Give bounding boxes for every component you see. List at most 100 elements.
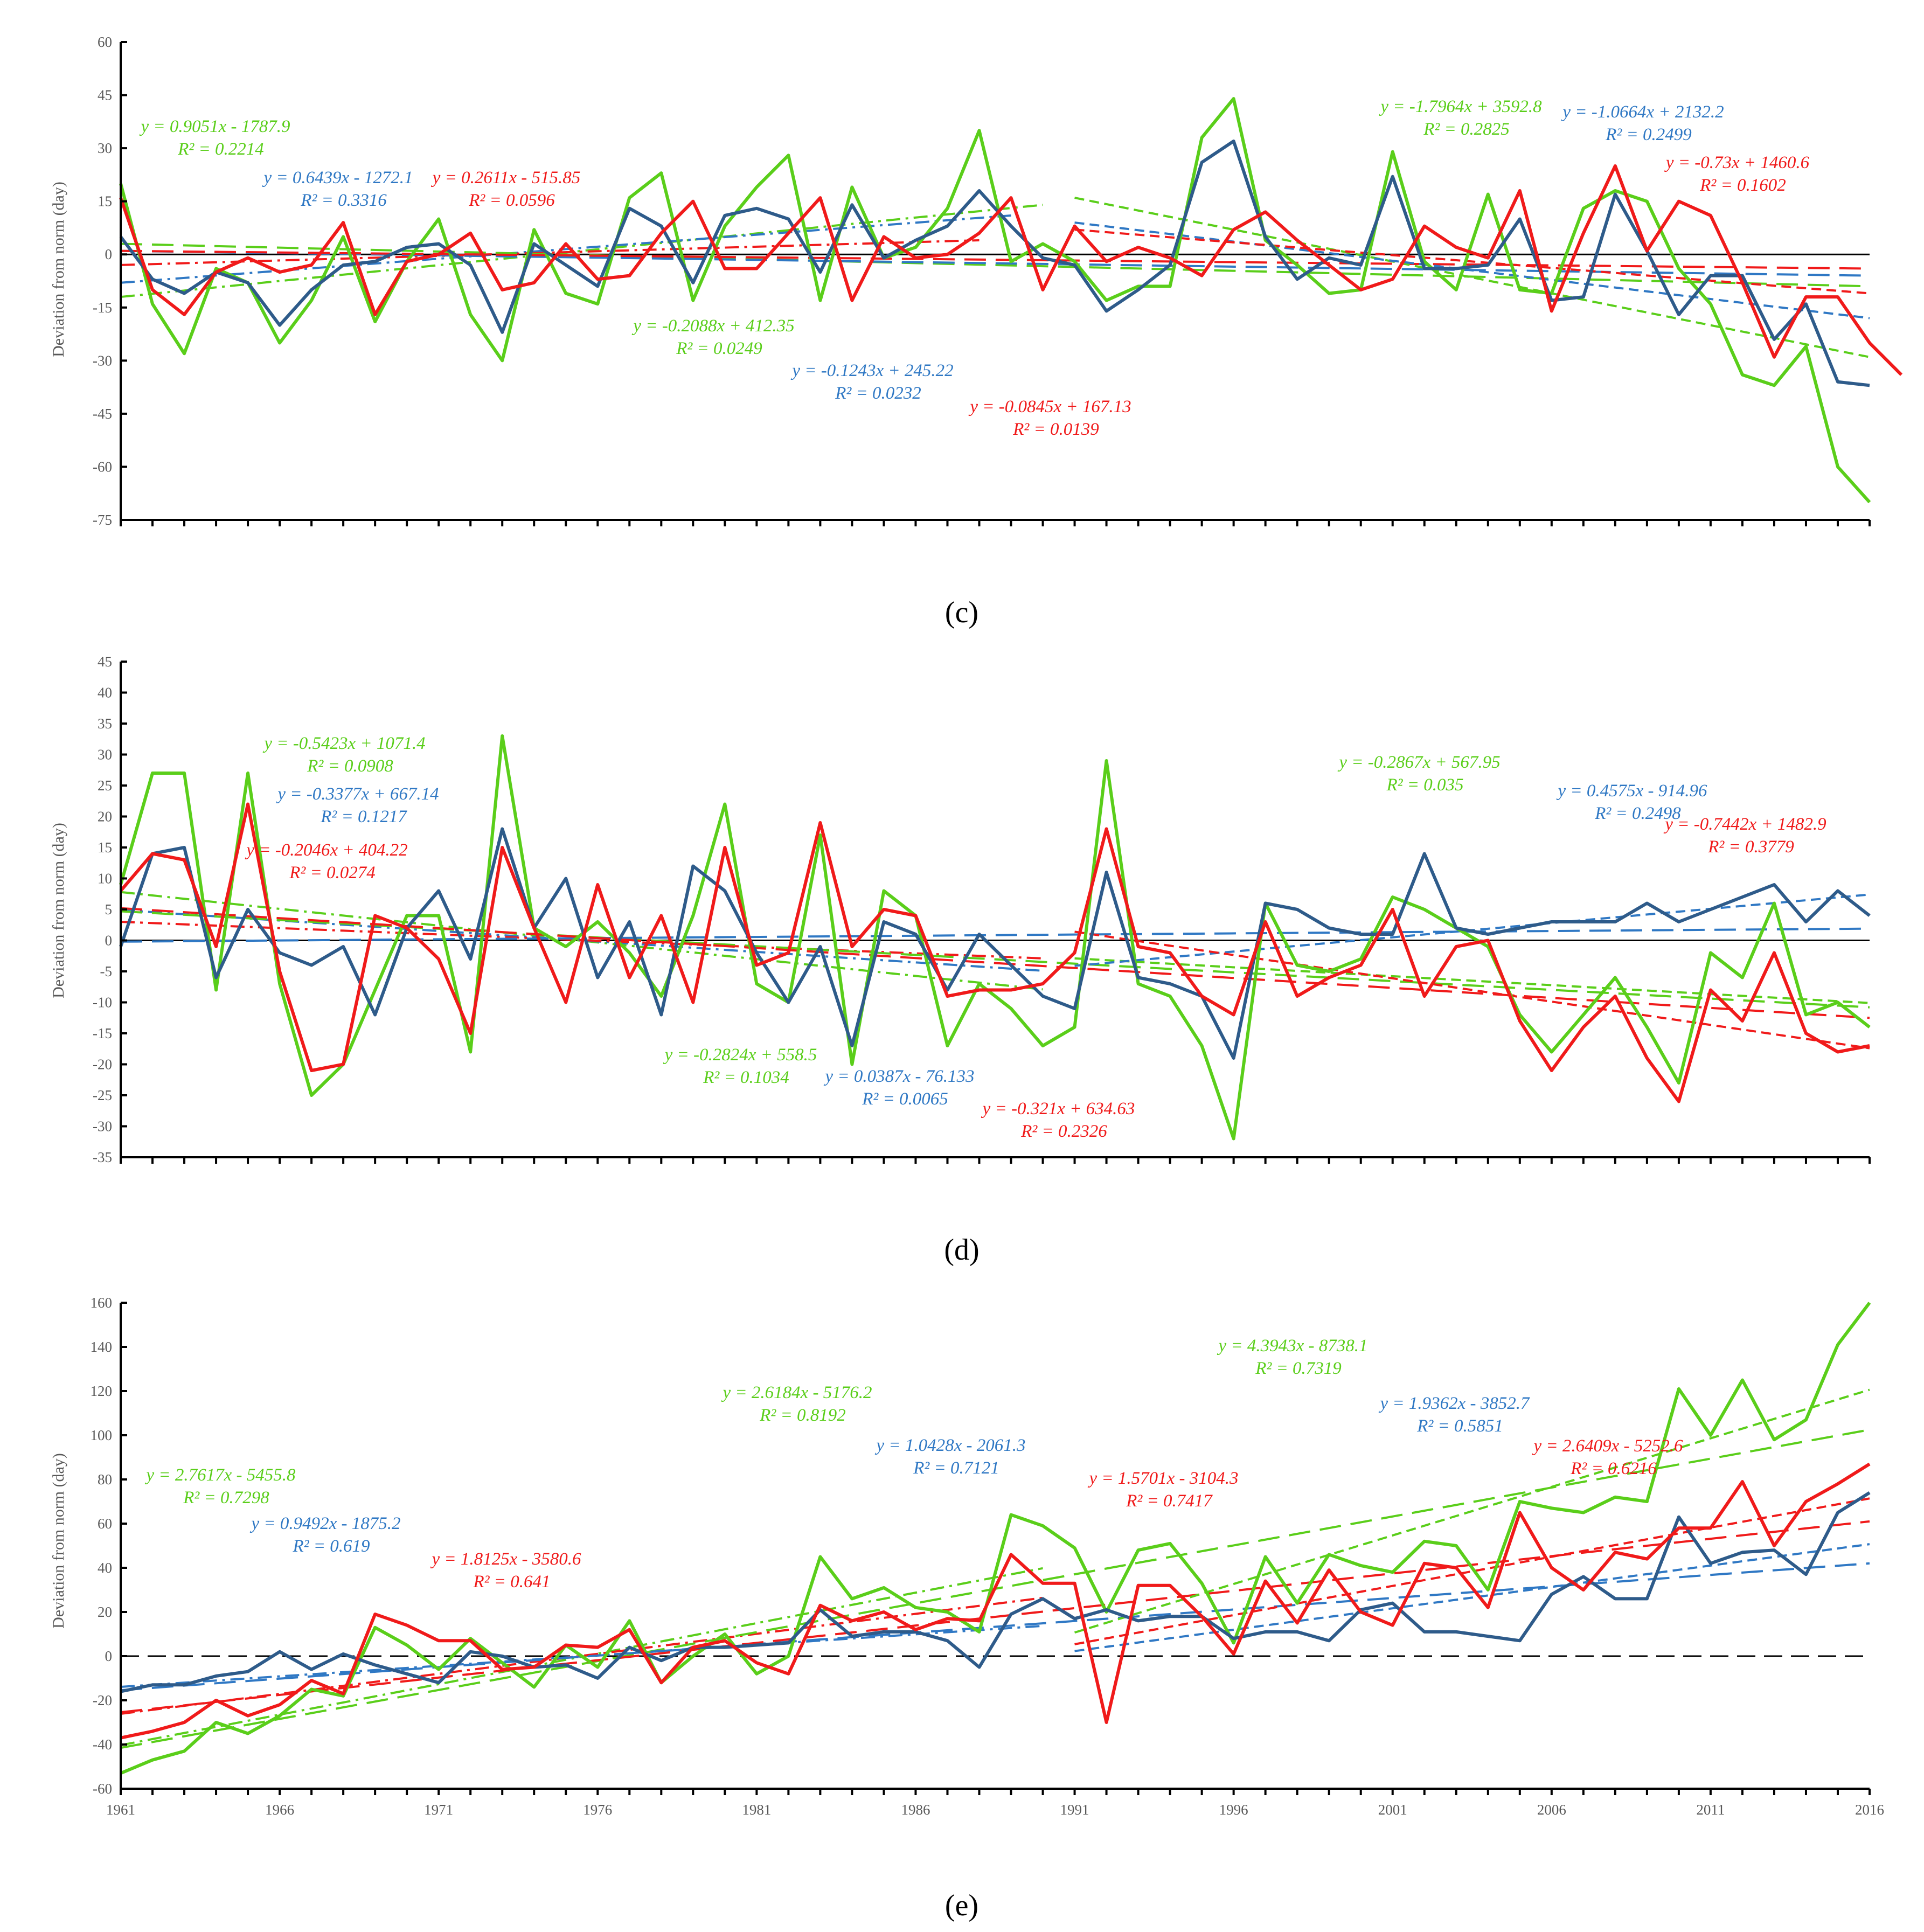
trend-r2-label: R² = 0.2498	[1594, 804, 1681, 823]
trend-r2-label: R² = 0.0249	[676, 339, 762, 358]
trend-line-red-longdash	[120, 249, 1870, 270]
trend-r2-label: R² = 0.2825	[1423, 120, 1510, 139]
caption-d: (d)	[944, 1233, 979, 1267]
trend-equation-label: y = -0.2824x + 558.5	[663, 1045, 817, 1065]
trend-equation-label: y = 2.7617x - 5455.8	[144, 1465, 296, 1485]
series-layer	[120, 1302, 1871, 1775]
trend-equation-label: y = 0.6439x - 1272.1	[262, 168, 413, 187]
trend-r2-label: R² = 0.0139	[1012, 420, 1099, 439]
series-layer	[119, 734, 1871, 1141]
axis-layer	[120, 661, 1871, 1164]
y-axis-title: Deviation from norm (day)	[50, 1453, 67, 1629]
caption-c: (c)	[945, 596, 978, 629]
series-line-green	[120, 1302, 1871, 1775]
trend-equation-label: y = -0.2046x + 404.22	[245, 840, 407, 860]
y-tick-label: -20	[93, 1057, 112, 1073]
trend-r2-label: R² = 0.7121	[913, 1458, 999, 1478]
trend-equation-label: y = 0.9492x - 1875.2	[249, 1514, 400, 1533]
y-tick-label: -45	[93, 406, 112, 422]
y-tick-label: -20	[93, 1692, 112, 1708]
y-tick-label: 30	[98, 747, 112, 763]
trend-line-red-longdash	[120, 1520, 1870, 1714]
trend-line-blue-dashdot	[120, 909, 1043, 972]
trend-equation-label: y = 2.6409x - 5252.6	[1532, 1436, 1683, 1456]
y-tick-label: -35	[93, 1149, 112, 1165]
y-tick-label: 60	[98, 1516, 112, 1532]
trend-equation-label: y = 1.9362x - 3852.7	[1378, 1394, 1530, 1413]
axis-layer	[120, 41, 1871, 526]
x-tick-label: 2016	[1855, 1802, 1884, 1818]
trend-line-red-shortdash	[1074, 930, 1870, 1050]
y-tick-label: 0	[105, 246, 113, 262]
y-tick-label: -60	[93, 458, 112, 475]
trend-line-blue-dashdot	[120, 1624, 1043, 1688]
x-tick-label: 1976	[583, 1802, 612, 1818]
x-tick-label: 1971	[424, 1802, 453, 1818]
y-tick-label: -30	[93, 352, 112, 369]
trend-equation-label: y = 0.9051x - 1787.9	[139, 117, 290, 136]
trend-equation-label: y = 4.3943x - 8738.1	[1217, 1336, 1367, 1356]
y-tick-label: 45	[98, 654, 112, 670]
trend-r2-label: R² = 0.3316	[300, 191, 387, 210]
x-tick-label: 1996	[1219, 1802, 1248, 1818]
y-tick-label: 140	[91, 1339, 113, 1355]
trend-r2-label: R² = 0.0232	[835, 384, 921, 403]
trend-equation-label: y = 0.4575x - 914.96	[1556, 781, 1707, 801]
trend-r2-label: R² = 0.2214	[177, 140, 264, 159]
trend-line-green-longdash	[120, 242, 1870, 288]
y-tick-label: -25	[93, 1087, 112, 1103]
y-tick-label: 20	[98, 1604, 112, 1620]
trend-equation-label: y = -0.73x + 1460.6	[1664, 153, 1810, 172]
trend-r2-label: R² = 0.2326	[1020, 1122, 1107, 1141]
trend-r2-label: R² = 0.7417	[1126, 1491, 1213, 1511]
panel-d: 45 40 35 30 25 20 15 10 5 0 -5 -10 -15 -20 -25 -30 -35 D…	[50, 654, 1871, 1165]
y-tick-label: 0	[105, 933, 113, 949]
x-tick-label: 1966	[265, 1802, 294, 1818]
trend-r2-label: R² = 0.3779	[1707, 837, 1794, 857]
equation-labels: y = 2.7617x - 5455.8 R² = 0.7298 y = 0.949…	[144, 1336, 1683, 1592]
y-tick-label: 25	[98, 777, 112, 794]
y-tick-label: -15	[93, 300, 112, 316]
trend-line-blue-longdash	[120, 927, 1870, 943]
series-line-red	[120, 1462, 1871, 1740]
trend-equation-label: y = -0.2088x + 412.35	[631, 316, 794, 336]
y-tick-label: 80	[98, 1471, 112, 1488]
trend-line-red-dashdot	[120, 1596, 1043, 1715]
y-tick-label: -15	[93, 1025, 112, 1041]
trend-r2-label: R² = 0.0065	[862, 1089, 948, 1109]
x-tick-label: 2006	[1537, 1802, 1566, 1818]
trend-equation-label: y = -0.3377x + 667.14	[276, 784, 439, 804]
trend-r2-label: R² = 0.0596	[468, 191, 555, 210]
y-tick-label: 15	[98, 839, 112, 856]
y-tick-label: 100	[91, 1427, 113, 1443]
y-tick-label: 15	[98, 193, 112, 210]
trend-equation-label: y = 0.0387x - 76.133	[823, 1067, 974, 1086]
trend-equation-label: y = -0.5423x + 1071.4	[262, 734, 425, 753]
trend-equation-label: y = -0.7442x + 1482.9	[1663, 815, 1826, 834]
series-line-red	[119, 802, 1870, 1103]
y-tick-labels: 60 45 30 15 0 -15 -30 -45 -60 -75	[93, 34, 112, 528]
y-tick-label: 35	[98, 715, 112, 732]
y-tick-label: 45	[98, 87, 112, 103]
x-tick-label: 1961	[106, 1802, 135, 1818]
trend-equation-label: y = -0.0845x + 167.13	[968, 397, 1131, 416]
trend-equation-label: y = 1.5701x - 3104.3	[1087, 1469, 1238, 1488]
trend-line-green-dashdot	[120, 891, 1043, 991]
trend-r2-label: R² = 0.7319	[1255, 1359, 1342, 1378]
trend-equation-label: y = -1.7964x + 3592.8	[1379, 97, 1542, 116]
trend-line-blue-longdash	[120, 1562, 1870, 1692]
trend-r2-label: R² = 0.035	[1386, 775, 1463, 795]
trend-equation-label: y = 1.8125x - 3580.6	[430, 1549, 581, 1569]
x-tick-label: 1991	[1060, 1802, 1089, 1818]
trend-r2-label: R² = 0.619	[292, 1537, 370, 1556]
trend-r2-label: R² = 0.641	[473, 1572, 550, 1592]
y-tick-label: -40	[93, 1736, 112, 1753]
trend-r2-label: R² = 0.5851	[1416, 1416, 1503, 1436]
x-tick-label: 1986	[901, 1802, 930, 1818]
y-tick-labels: 45 40 35 30 25 20 15 10 5 0 -5 -10 -15 -20 -25 -30 -35	[93, 654, 112, 1165]
y-tick-label: 120	[91, 1383, 113, 1399]
y-tick-label: -75	[93, 512, 112, 528]
y-tick-label: 60	[98, 34, 112, 50]
